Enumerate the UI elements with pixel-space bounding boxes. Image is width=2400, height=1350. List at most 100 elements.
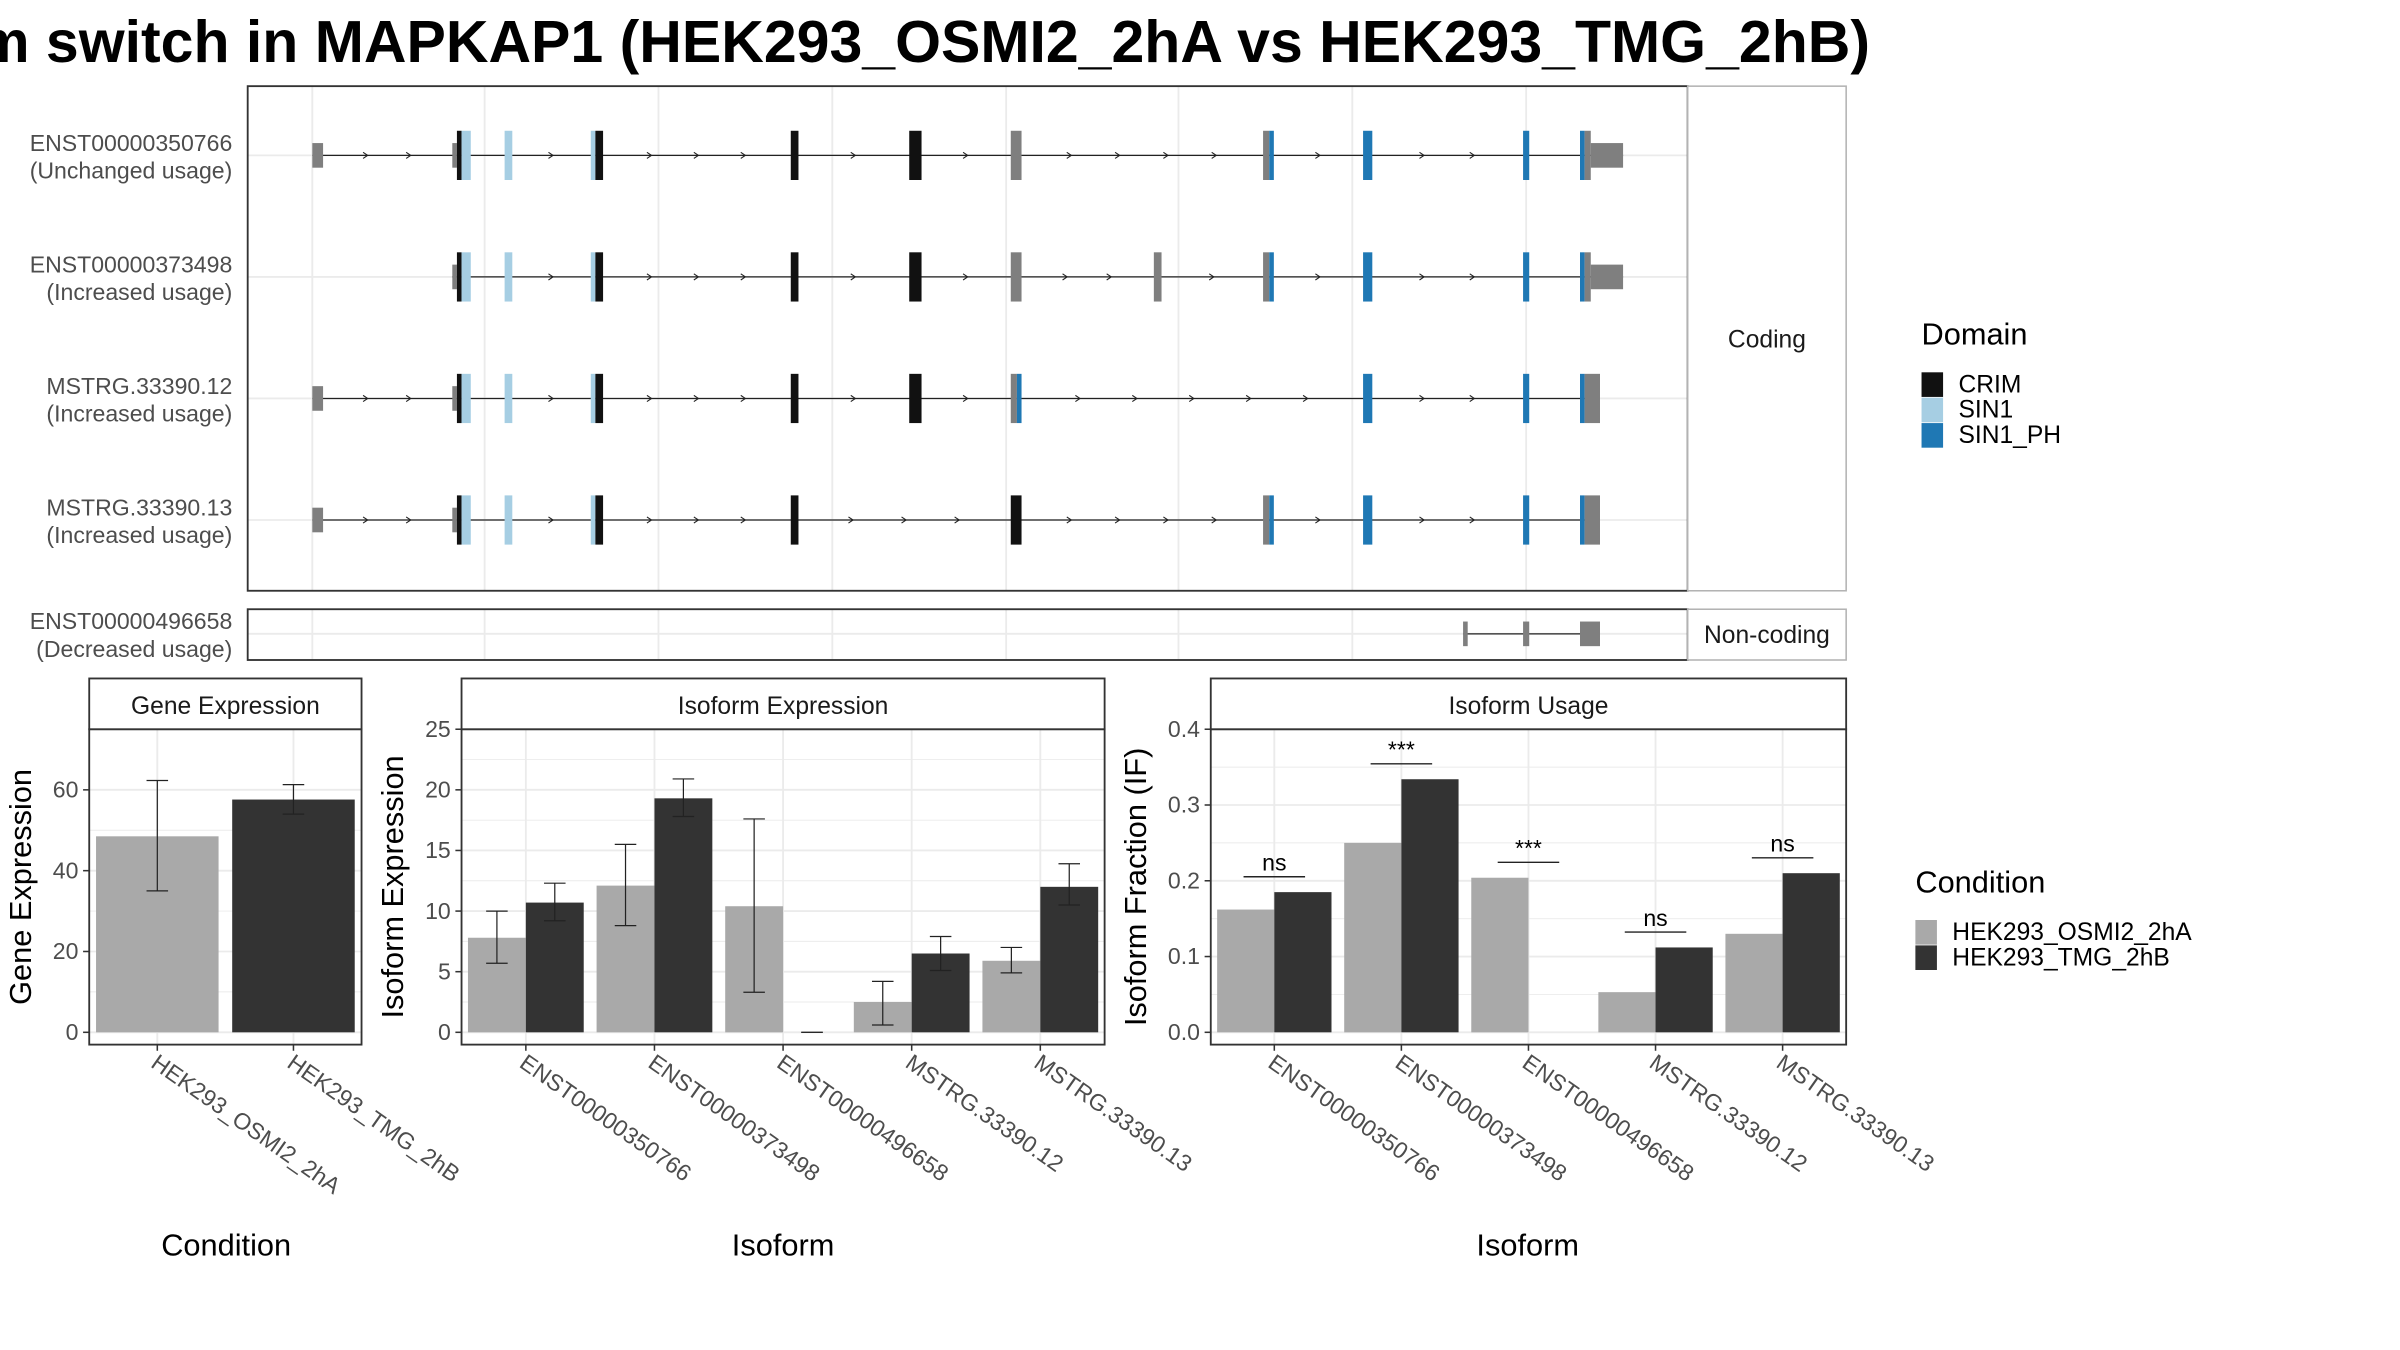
legend-key-sin1 [1921, 397, 1944, 423]
x-axis-title: Isoform [1476, 1227, 1579, 1262]
intron-arrow [740, 151, 747, 159]
exon-utr [1590, 264, 1624, 290]
exon-utr [452, 386, 457, 411]
legend-label-sin1: SIN1 [1958, 397, 2013, 424]
legend-label-hek293_tmg_2hb: HEK293_TMG_2hB [1952, 944, 2170, 971]
significance-label: ns [1770, 831, 1794, 857]
intron-arrow [850, 151, 857, 159]
intron-arrow [1062, 273, 1069, 281]
bar-ENST00000373498-HEK293_TMG_2hB [654, 798, 713, 1033]
y-tick-label: 20 [425, 777, 451, 803]
legend-label-crim: CRIM [1958, 371, 2021, 398]
intron-arrow [1075, 394, 1081, 402]
transcript-usage-label: (Increased usage) [46, 401, 232, 427]
exon-cds [1584, 130, 1591, 180]
bar-MSTRG.33390.12-HEK293_TMG_2hB [1655, 947, 1713, 1033]
y-tick-label: 15 [425, 837, 451, 863]
intron-arrow [1419, 273, 1426, 281]
exon-SIN1_PH [1523, 130, 1530, 180]
transcript-ENST00000350766: ENST00000350766(Unchanged usage) [30, 130, 1624, 183]
exon-cds [1263, 252, 1270, 302]
coding-panel-background [247, 86, 1688, 591]
intron-arrow [405, 151, 412, 159]
exon-cds [1010, 373, 1017, 424]
intron-arrow [362, 394, 369, 402]
exon-SIN1_PH [1269, 495, 1274, 545]
legend-label-hek293_osmi2_2ha: HEK293_OSMI2_2hA [1952, 919, 2192, 946]
bar-HEK293_TMG_2hB [232, 799, 355, 1033]
y-tick-label: 60 [53, 777, 79, 803]
exon-utr [452, 143, 457, 168]
transcript-MSTRG.33390.13: MSTRG.33390.13(Increased usage) [46, 494, 1600, 548]
exon-cds [1263, 130, 1270, 180]
intron-arrow [405, 394, 412, 402]
y-tick-label: 0 [66, 1019, 79, 1045]
intron-arrow [1469, 151, 1476, 159]
panel-strip-title: Isoform Usage [1448, 693, 1608, 720]
intron-arrow [362, 151, 369, 159]
intron-arrow [1208, 273, 1215, 281]
y-tick-label: 0 [438, 1019, 451, 1045]
exon-utr [1463, 621, 1468, 647]
exon-cds [1153, 252, 1162, 302]
exon-cds [1010, 130, 1022, 180]
exon-SIN1 [504, 130, 513, 180]
exon-SIN1 [461, 130, 471, 180]
intron-arrow [740, 516, 747, 524]
intron-arrow [693, 516, 700, 524]
exon-CRIM [456, 252, 462, 302]
bar-ENST00000350766-HEK293_TMG_2hB [525, 902, 584, 1033]
exon-cds [1263, 495, 1270, 545]
exon-SIN1_PH [1523, 373, 1530, 424]
y-axis-title: Isoform Fraction (IF) [1118, 748, 1153, 1026]
exon-SIN1_PH [1579, 373, 1585, 424]
coding-strip [1686, 85, 1847, 592]
intron-arrow [1211, 151, 1218, 159]
significance-label: *** [1515, 835, 1542, 861]
exon-CRIM [790, 373, 799, 424]
noncoding-strip [1686, 608, 1847, 661]
exon-SIN1 [590, 373, 596, 424]
exon-SIN1_PH [1363, 130, 1373, 180]
exon-SIN1_PH [1363, 495, 1373, 545]
panel-strip-title: Isoform Expression [678, 693, 889, 720]
intron-arrow [962, 394, 969, 402]
exon-CRIM [595, 495, 604, 545]
intron-arrow [548, 516, 555, 524]
intron-arrow [1315, 516, 1321, 524]
bar-ENST00000373498-HEK293_TMG_2hB [1401, 779, 1459, 1033]
transcript-structure: ENST00000350766(Unchanged usage)ENST0000… [30, 85, 1847, 662]
exon-SIN1 [461, 252, 471, 302]
chart-panel-isoform-usage: 0.00.10.20.30.4nsENST00000350766***ENST0… [1118, 677, 1939, 1262]
intron-arrow [962, 151, 969, 159]
plot-title: Isoform switch in MAPKAP1 (HEK293_OSMI2_… [0, 9, 1870, 75]
figure-root: ENST00000350766(Unchanged usage)ENST0000… [3, 85, 2192, 1262]
bar-MSTRG.33390.13-HEK293_TMG_2hB [1040, 886, 1099, 1033]
intron-arrow [548, 394, 555, 402]
exon-SIN1_PH [1269, 252, 1274, 302]
exon-CRIM [909, 130, 922, 180]
intron-arrow [548, 151, 555, 159]
exon-CRIM [790, 252, 799, 302]
exon-SIN1_PH [1523, 252, 1530, 302]
panel-strip [88, 677, 363, 731]
intron-arrow [646, 516, 653, 524]
intron-arrow [405, 516, 412, 524]
exon-CRIM [456, 130, 462, 180]
y-axis-title: Isoform Expression [375, 755, 410, 1018]
intron-arrow [646, 273, 653, 281]
y-tick-label: 10 [425, 898, 451, 924]
y-tick-label: 0.2 [1168, 867, 1200, 893]
bar-MSTRG.33390.12-HEK293_OSMI2_2hA [1598, 992, 1656, 1033]
exon-SIN1 [590, 252, 596, 302]
exon-cds [1584, 252, 1591, 302]
exon-CRIM [595, 373, 604, 424]
intron-arrow [1302, 394, 1309, 402]
exon-cds [1010, 252, 1022, 302]
exon-SIN1 [590, 495, 596, 545]
intron-arrow [1315, 151, 1321, 159]
legend-key-sin1_ph [1921, 423, 1944, 448]
exon-SIN1_PH [1363, 252, 1373, 302]
intron-arrow [740, 394, 747, 402]
